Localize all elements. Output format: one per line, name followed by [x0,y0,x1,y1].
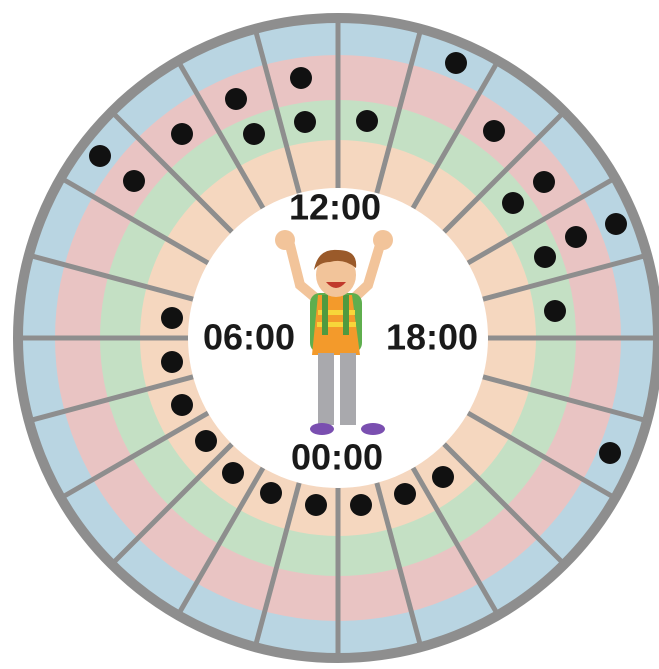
mouth [326,282,346,288]
spoke [111,442,234,565]
right-leg [340,353,356,425]
hair [314,249,357,270]
left-arm [285,240,323,305]
dot [483,120,505,142]
dot [260,482,282,504]
dot [502,192,524,214]
dot [305,494,327,516]
dot [534,246,556,268]
strap [343,295,349,335]
stripe [317,322,356,327]
spokes [20,20,656,656]
dot [432,466,454,488]
dot [89,145,111,167]
label-right: 18:00 [386,317,478,358]
right-shoe [361,423,385,435]
label-bottom: 00:00 [291,437,383,478]
dot [565,226,587,248]
spoke [253,30,302,194]
dot [445,52,467,74]
spoke [466,176,615,266]
spoke [61,176,210,266]
dot [544,300,566,322]
spoke [30,374,194,423]
label-top: 12:00 [289,187,381,228]
spoke [410,61,500,210]
spoke [111,111,234,234]
dot [123,170,145,192]
head [316,253,356,297]
strap [322,295,328,335]
dot [171,394,193,416]
dot [222,462,244,484]
dot [161,307,183,329]
dot [161,351,183,373]
right-hand [373,230,393,250]
child-figure [275,230,393,435]
spoke [374,30,423,194]
dot [356,110,378,132]
dot [394,483,416,505]
dot [290,67,312,89]
left-hand [275,230,295,250]
dot [171,123,193,145]
spoke [482,253,646,302]
left-shoe [310,423,334,435]
spoke [410,466,500,615]
spoke [374,482,423,646]
dot [243,123,265,145]
left-leg [318,353,334,425]
spoke [482,374,646,423]
dot [533,171,555,193]
dot [605,213,627,235]
spoke [466,410,615,500]
spoke [30,253,194,302]
dot [195,430,217,452]
spoke [442,442,565,565]
dot [599,442,621,464]
spoke [253,482,302,646]
spoke [176,61,266,210]
spoke [61,410,210,500]
dot [350,494,372,516]
dots [89,52,627,516]
stripe [318,310,355,315]
dot [294,111,316,133]
spoke [176,466,266,615]
label-left: 06:00 [203,317,295,358]
dot [225,88,247,110]
outer-border [13,13,659,663]
spoke [442,111,565,234]
